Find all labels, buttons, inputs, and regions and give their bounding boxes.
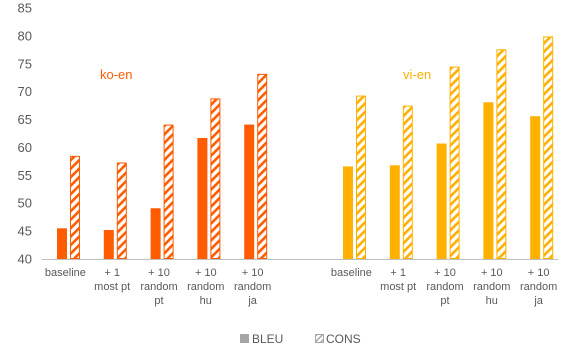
bar-ko-en-cons [70, 155, 80, 259]
y-tick-label: 45 [18, 224, 32, 239]
x-category-label: hu [486, 295, 498, 307]
legend-label-bleu: BLEU [252, 332, 283, 346]
x-category-label: + 10 [528, 267, 550, 279]
y-tick-label: 60 [18, 140, 32, 155]
x-category-label: + 10 [195, 267, 217, 279]
group-label-vi-en: vi-en [403, 67, 431, 82]
x-category-label: + 10 [242, 267, 264, 279]
legend: BLEU CONS [240, 332, 361, 346]
x-category-label: random [234, 281, 271, 293]
x-category-label: pt [440, 295, 449, 307]
bar-ko-en-bleu [103, 229, 114, 259]
x-category-label: + 10 [148, 267, 170, 279]
bar-ko-en-cons [163, 124, 174, 259]
x-category-label: random [426, 281, 463, 293]
group-label-ko-en: ko-en [100, 67, 133, 82]
legend-swatch-bleu [240, 334, 249, 343]
x-category-label: hu [200, 295, 212, 307]
y-tick-label: 40 [18, 252, 32, 267]
bar-vi-en-bleu [483, 102, 494, 260]
x-category-label: most pt [380, 281, 416, 293]
x-category-label: most pt [94, 281, 130, 293]
x-category-label: + 10 [481, 267, 503, 279]
bar-vi-en-bleu [343, 166, 353, 259]
bar-ko-en-bleu [244, 124, 255, 259]
x-category-label: random [140, 281, 177, 293]
bar-vi-en-cons [449, 66, 460, 259]
x-axis: baseline + 1 most pt + 10 random pt + 10 random… [42, 259, 558, 307]
x-category-label: ja [533, 295, 543, 307]
x-category-label: ja [247, 295, 257, 307]
legend-label-cons: CONS [326, 332, 361, 346]
bar-ko-en-bleu [197, 137, 208, 259]
x-category-label: random [473, 281, 510, 293]
bar-vi-en-bleu [389, 165, 400, 259]
y-tick-label: 50 [18, 196, 32, 211]
group-labels: ko-en vi-en [100, 67, 431, 82]
legend-swatch-cons [315, 334, 324, 343]
bar-ko-en-bleu [57, 228, 67, 259]
x-category-label: + 1 [390, 267, 406, 279]
y-tick-label: 65 [18, 112, 32, 127]
bar-vi-en-cons [402, 105, 413, 259]
bar-vi-en-cons [543, 36, 554, 259]
x-category-label: random [187, 281, 224, 293]
x-category-label: baseline [331, 267, 372, 279]
bar-vi-en-cons [496, 49, 507, 259]
x-category-label: pt [154, 295, 163, 307]
bar-ko-en-cons [257, 73, 268, 259]
y-tick-label: 55 [18, 168, 32, 183]
bars [57, 36, 554, 260]
bar-vi-en-cons [356, 95, 366, 260]
y-tick-label: 70 [18, 84, 32, 99]
bar-vi-en-bleu [436, 143, 447, 259]
bar-ko-en-cons [210, 98, 221, 259]
bar-ko-en-bleu [150, 208, 161, 259]
y-tick-label: 80 [18, 28, 32, 43]
y-axis: 40 45 50 55 60 65 70 75 80 85 [18, 1, 32, 267]
x-category-label: + 10 [434, 267, 456, 279]
y-tick-label: 75 [18, 56, 32, 71]
y-tick-label: 85 [18, 1, 32, 16]
bar-vi-en-bleu [530, 116, 541, 259]
x-category-label: baseline [45, 267, 86, 279]
x-category-label: + 1 [104, 267, 120, 279]
x-category-label: random [520, 281, 557, 293]
bar-ko-en-cons [116, 162, 127, 259]
